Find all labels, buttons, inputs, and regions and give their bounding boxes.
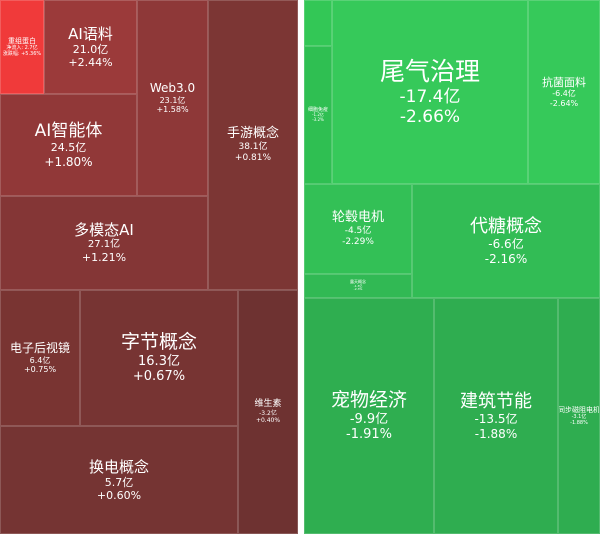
- panel-divider: [298, 0, 304, 534]
- treemap-tile[interactable]: 建筑节能 -13.5亿 -1.88%: [434, 298, 558, 534]
- tile-change: +0.75%: [23, 365, 57, 375]
- treemap-tile[interactable]: 电子后视镜 6.4亿 +0.75%: [0, 290, 80, 426]
- tile-label: 轮毂电机: [331, 210, 384, 226]
- tile-change: +0.60%: [96, 489, 142, 502]
- tile-label: 代糖概念: [470, 215, 542, 237]
- tile-value: 16.3亿: [138, 353, 180, 369]
- tile-value: -13.5亿: [474, 412, 518, 427]
- tile-label: AI语料: [68, 24, 113, 43]
- tile-change: -1.88%: [474, 426, 518, 441]
- tile-extra: -3.2%: [312, 117, 324, 122]
- tile-label: Web3.0: [149, 81, 196, 96]
- tile-label: 抗菌面料: [542, 75, 586, 89]
- treemap-tile[interactable]: Web3.0 23.1亿 +1.58%: [137, 0, 208, 196]
- tile-value: -9.9亿: [349, 411, 389, 427]
- tile-value: 6.4亿: [29, 355, 51, 365]
- treemap-tile[interactable]: 同步磁阻电机 -3.1亿 -1.88%: [558, 298, 600, 534]
- tile-change: -2.16%: [484, 251, 528, 266]
- tile-change: -1.91%: [346, 427, 392, 443]
- tile-value: -6.6亿: [488, 237, 524, 252]
- tile-value: -4.5亿: [344, 226, 372, 236]
- tile-extra: 净流入: 2.7亿: [6, 45, 38, 52]
- treemap-tile[interactable]: 尾气治理 -17.4亿 -2.66%: [332, 0, 528, 184]
- tile-change: +1.58%: [156, 105, 189, 115]
- tile-value: 38.1亿: [238, 142, 268, 152]
- tile-change: +2.44%: [68, 56, 113, 69]
- tile-label: 细胞免疫: [307, 107, 328, 114]
- tile-value: 5.7亿: [104, 475, 134, 489]
- treemap-tile[interactable]: 多模态AI 27.1亿 +1.21%: [0, 196, 208, 290]
- tile-label: 多模态AI: [74, 221, 134, 240]
- tile-extra: -1.2亿: [312, 112, 324, 118]
- tile-change: +0.40%: [255, 417, 281, 425]
- tile-label: 尾气治理: [379, 56, 480, 86]
- tile-value: -3.1亿: [571, 414, 587, 421]
- treemap-tile[interactable]: 换电概念 5.7亿 +0.60%: [0, 426, 238, 534]
- tile-label: 换电概念: [88, 457, 149, 476]
- tile-change: +0.81%: [234, 152, 272, 163]
- tile-change: +0.67%: [132, 369, 186, 385]
- tile-extra: -1.3亿: [353, 283, 363, 288]
- treemap-tile[interactable]: 细胞免疫 -1.2亿 -3.2%: [304, 46, 332, 184]
- tile-change: -1.88%: [570, 420, 588, 427]
- tile-value: -6.4亿: [552, 89, 576, 98]
- treemap-tile[interactable]: 抗菌面料 -6.4亿 -2.64%: [528, 0, 600, 184]
- tile-label: 字节概念: [120, 331, 197, 353]
- treemap-tile[interactable]: [304, 0, 332, 46]
- tile-label: 同步磁阻电机: [558, 405, 600, 414]
- tile-change: -2.29%: [342, 236, 374, 247]
- treemap-tile[interactable]: 维生素 -3.2亿 +0.40%: [238, 290, 298, 534]
- tile-extra: -2.3%: [353, 287, 363, 292]
- treemap-tile[interactable]: 宠物经济 -9.9亿 -1.91%: [304, 298, 434, 534]
- treemap-tile[interactable]: 字节概念 16.3亿 +0.67%: [80, 290, 238, 426]
- treemap-tile[interactable]: 重组蛋白 净流入: 2.7亿 涨跌幅: +5.36%: [0, 0, 44, 94]
- tile-value: 23.1亿: [159, 95, 186, 105]
- tile-extra: 涨跌幅: +5.36%: [2, 51, 42, 58]
- tile-change: +1.21%: [81, 251, 127, 265]
- treemap-tile[interactable]: 露天概念 -1.3亿 -2.3%: [304, 274, 412, 298]
- tile-label: 露天概念: [350, 279, 366, 284]
- tile-change: -2.64%: [549, 98, 579, 108]
- tile-value: -3.2亿: [259, 410, 277, 418]
- treemap-tile[interactable]: 轮毂电机 -4.5亿 -2.29%: [304, 184, 412, 274]
- treemap-tile[interactable]: 手游概念 38.1亿 +0.81%: [208, 0, 298, 290]
- tile-label: 重组蛋白: [8, 36, 36, 45]
- tile-value: 24.5亿: [50, 141, 87, 155]
- tile-value: -17.4亿: [399, 86, 461, 107]
- tile-label: 手游概念: [226, 126, 279, 142]
- tile-change: +1.80%: [44, 154, 93, 169]
- tile-label: AI智能体: [34, 121, 103, 142]
- tile-change: -2.66%: [399, 107, 461, 127]
- tile-label: 建筑节能: [460, 390, 532, 412]
- tile-value: 27.1亿: [87, 239, 121, 251]
- treemap-tile[interactable]: AI智能体 24.5亿 +1.80%: [0, 94, 137, 196]
- treemap-tile[interactable]: 代糖概念 -6.6亿 -2.16%: [412, 184, 600, 298]
- treemap-tile[interactable]: AI语料 21.0亿 +2.44%: [44, 0, 137, 94]
- tile-label: 电子后视镜: [9, 341, 70, 356]
- tile-value: 21.0亿: [72, 42, 109, 56]
- tile-label: 宠物经济: [330, 389, 407, 411]
- tile-label: 维生素: [254, 399, 282, 410]
